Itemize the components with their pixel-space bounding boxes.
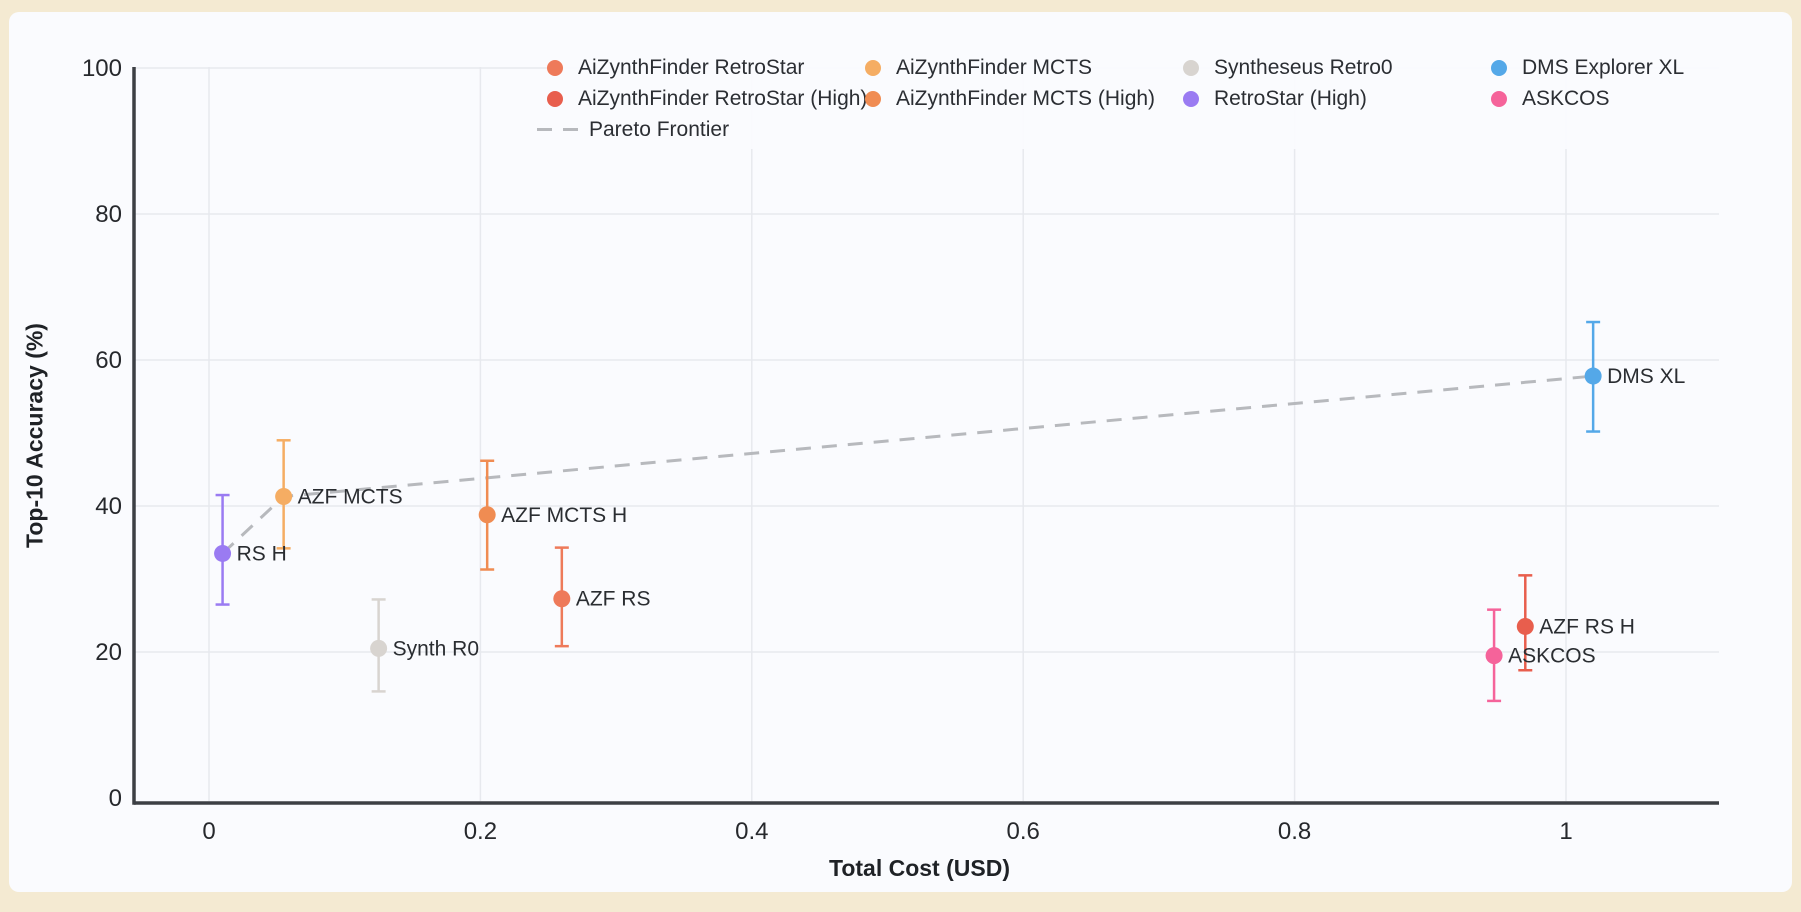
x-tick-label: 0.8 <box>1278 818 1311 845</box>
series-rs-h: RS H <box>214 493 287 606</box>
legend-item-retrostar-high-[interactable]: RetroStar (High) <box>1183 83 1491 114</box>
y-tick-label: 0 <box>109 785 122 812</box>
scatter-plot: AZF RS AZF RS H AZF MCTS AZF MCTS H Synth R0… <box>82 55 1719 845</box>
legend-column: DMS Explorer XL ASKCOS <box>1491 52 1719 114</box>
data-point <box>275 488 293 506</box>
legend-dot-icon <box>865 59 881 76</box>
legend-item-label: AiZynthFinder RetroStar (High) <box>578 86 868 110</box>
legend-item-label: AiZynthFinder RetroStar <box>578 55 805 79</box>
legend-item-label: ASKCOS <box>1522 86 1610 110</box>
point-label: AZF RS <box>576 588 651 611</box>
x-tick-label: 0.6 <box>1007 818 1040 845</box>
legend-dot-icon <box>1491 90 1507 107</box>
legend-item-label: Pareto Frontier <box>589 117 730 141</box>
legend-item-label: RetroStar (High) <box>1214 86 1367 110</box>
series-azf-rs-h: AZF RS H <box>1516 574 1635 672</box>
x-tick-label: 0.2 <box>464 818 497 845</box>
x-tick-label: 0 <box>202 818 215 845</box>
series-azf-rs: AZF RS <box>553 546 651 648</box>
y-tick-label: 20 <box>95 639 122 666</box>
point-label: AZF RS H <box>1539 615 1635 638</box>
tick-labels: 0 0.2 0.4 0.6 0.8 1 0 20 40 60 80 100 <box>82 55 1573 845</box>
legend-item-syntheseus-retro0[interactable]: Syntheseus Retro0 <box>1183 52 1491 83</box>
data-point <box>1485 647 1503 665</box>
legend-dot-icon <box>1491 59 1507 76</box>
y-tick-label: 80 <box>95 201 122 228</box>
point-label: ASKCOS <box>1508 645 1596 668</box>
chart-card: AZF RS AZF RS H AZF MCTS AZF MCTS H Synth R0… <box>9 12 1792 892</box>
legend-item-aizynthfinder-mcts[interactable]: AiZynthFinder MCTS <box>865 52 1183 83</box>
legend-item-label: DMS Explorer XL <box>1522 55 1685 79</box>
legend-item-aizynthfinder-mcts-high-[interactable]: AiZynthFinder MCTS (High) <box>865 83 1183 114</box>
legend-item-aizynthfinder-retrostar-high-[interactable]: AiZynthFinder RetroStar (High) <box>547 83 868 114</box>
legend-item-askcos[interactable]: ASKCOS <box>1491 83 1719 114</box>
data-point <box>370 639 388 657</box>
x-tick-label: 1 <box>1559 818 1572 845</box>
legend-item-dms-explorer-xl[interactable]: DMS Explorer XL <box>1491 52 1719 83</box>
series-azf-mcts-h: AZF MCTS H <box>478 459 627 571</box>
legend-dot-icon <box>547 90 563 107</box>
point-label: RS H <box>237 542 287 565</box>
legend-item-label: AiZynthFinder MCTS <box>896 55 1093 79</box>
data-point <box>1516 617 1534 635</box>
legend-dot-icon <box>865 90 881 107</box>
legend-item-pareto-frontier[interactable]: Pareto Frontier <box>537 114 865 145</box>
legend-dot-icon <box>1183 90 1199 107</box>
point-label: DMS XL <box>1607 365 1685 388</box>
point-label: Synth R0 <box>393 637 479 660</box>
data-point <box>214 544 232 562</box>
legend-dashed-line-icon <box>537 128 579 131</box>
series-synth-r0: Synth R0 <box>370 598 479 693</box>
legend-dot-icon <box>1183 59 1199 76</box>
pareto-frontier-line <box>221 374 1594 555</box>
series-azf-mcts: AZF MCTS <box>275 439 403 550</box>
legend-item-aizynthfinder-retrostar[interactable]: AiZynthFinder RetroStar <box>547 52 865 83</box>
legend-column: Syntheseus Retro0 RetroStar (High) <box>1183 52 1491 114</box>
series-dms-xl: DMS XL <box>1584 320 1685 433</box>
x-tick-label: 0.4 <box>735 818 768 845</box>
y-tick-label: 40 <box>95 493 122 520</box>
y-tick-label: 60 <box>95 347 122 374</box>
data-point <box>553 590 571 608</box>
gridlines <box>135 67 1719 801</box>
legend: AiZynthFinder RetroStar AiZynthFinder Ret… <box>537 46 1719 149</box>
point-label: AZF MCTS <box>298 486 403 509</box>
data-point <box>478 506 496 524</box>
legend-item-label: Syntheseus Retro0 <box>1214 55 1393 79</box>
data-points: AZF RS AZF RS H AZF MCTS AZF MCTS H Synth R0… <box>214 320 1685 703</box>
x-axis-title: Total Cost (USD) <box>828 855 1010 881</box>
point-label: AZF MCTS H <box>501 504 627 527</box>
y-axis-title: Top-10 Accuracy (%) <box>21 323 48 548</box>
legend-column: AiZynthFinder RetroStar AiZynthFinder Ret… <box>537 52 868 145</box>
series-askcos: ASKCOS <box>1485 608 1596 703</box>
legend-column: AiZynthFinder MCTS AiZynthFinder MCTS (Hi… <box>865 52 1183 114</box>
y-tick-label: 100 <box>82 55 122 82</box>
legend-dot-icon <box>547 59 563 76</box>
data-point <box>1584 367 1602 385</box>
legend-item-label: AiZynthFinder MCTS (High) <box>896 86 1156 110</box>
